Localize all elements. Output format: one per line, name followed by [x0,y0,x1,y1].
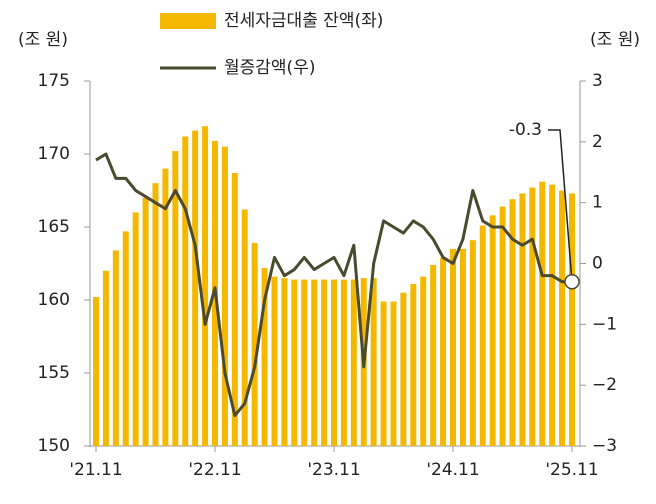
bar [142,197,149,446]
bar [311,279,318,446]
bar [459,248,466,446]
bar [271,276,278,446]
x-tick-label: '24.11 [426,460,479,480]
bar [152,183,159,446]
y-axis-label: (조 원) [18,30,68,50]
annotation: -0.3 [509,120,542,140]
bar [390,301,397,446]
legend-swatch [160,13,216,29]
y-tick-label: 150 [38,436,70,456]
bar [291,279,298,446]
bar [241,209,248,446]
bar [479,225,486,446]
bar [281,278,288,446]
bar [380,301,387,446]
bar [400,292,407,446]
bar [370,278,377,446]
annotation-leader [548,129,573,282]
bar [331,279,337,446]
bar [350,279,357,446]
bar [321,279,328,446]
y2-tick-label: 3 [592,71,603,91]
line [95,152,572,418]
x-tick-label: '21.11 [69,460,122,480]
bar [172,151,179,446]
bar [440,257,447,446]
bar [202,126,209,446]
bar [420,276,427,446]
bar [301,279,308,446]
y-tick-label: 160 [38,290,70,310]
bar [340,279,347,446]
bar [529,187,536,446]
bar [410,283,417,446]
bar [539,181,546,447]
y-tick-label: 170 [38,144,70,164]
bar [251,243,258,446]
legend-label: 전세자금대출 잔액(좌) [224,11,383,31]
bar [509,199,516,446]
x-tick-label: '25.11 [545,460,598,480]
bar [499,206,506,446]
y2-tick-label: −3 [592,436,617,456]
highlight-point [564,274,580,290]
bar [162,168,169,446]
y2-tick-label: −1 [592,314,617,334]
bar [469,240,476,446]
y2-tick-label: 2 [592,132,603,152]
y2-tick-label: 0 [592,254,603,274]
bar [192,130,199,446]
bar [261,267,268,446]
bar [569,193,575,446]
y2-tick-label: −2 [592,375,617,395]
bar [132,212,139,446]
y2-tick-label: 1 [592,193,603,213]
y2-axis-label: (조 원) [590,30,640,50]
y-tick-label: 155 [38,363,70,383]
legend-label: 월증감액(우) [224,58,315,78]
bar [549,184,556,446]
x-tick-label: '23.11 [307,460,360,480]
bar [559,190,566,446]
bar [112,250,119,446]
bar [102,270,109,446]
bar [231,172,238,447]
y-tick-label: 175 [38,71,70,91]
bar [182,136,189,447]
bar [122,231,129,446]
bar [93,297,99,446]
bar [519,193,526,446]
bar [489,215,496,446]
y-tick-label: 165 [38,217,70,237]
bar [430,264,437,446]
x-tick-label: '22.11 [188,460,241,480]
bar [221,146,228,446]
bar [450,248,456,446]
